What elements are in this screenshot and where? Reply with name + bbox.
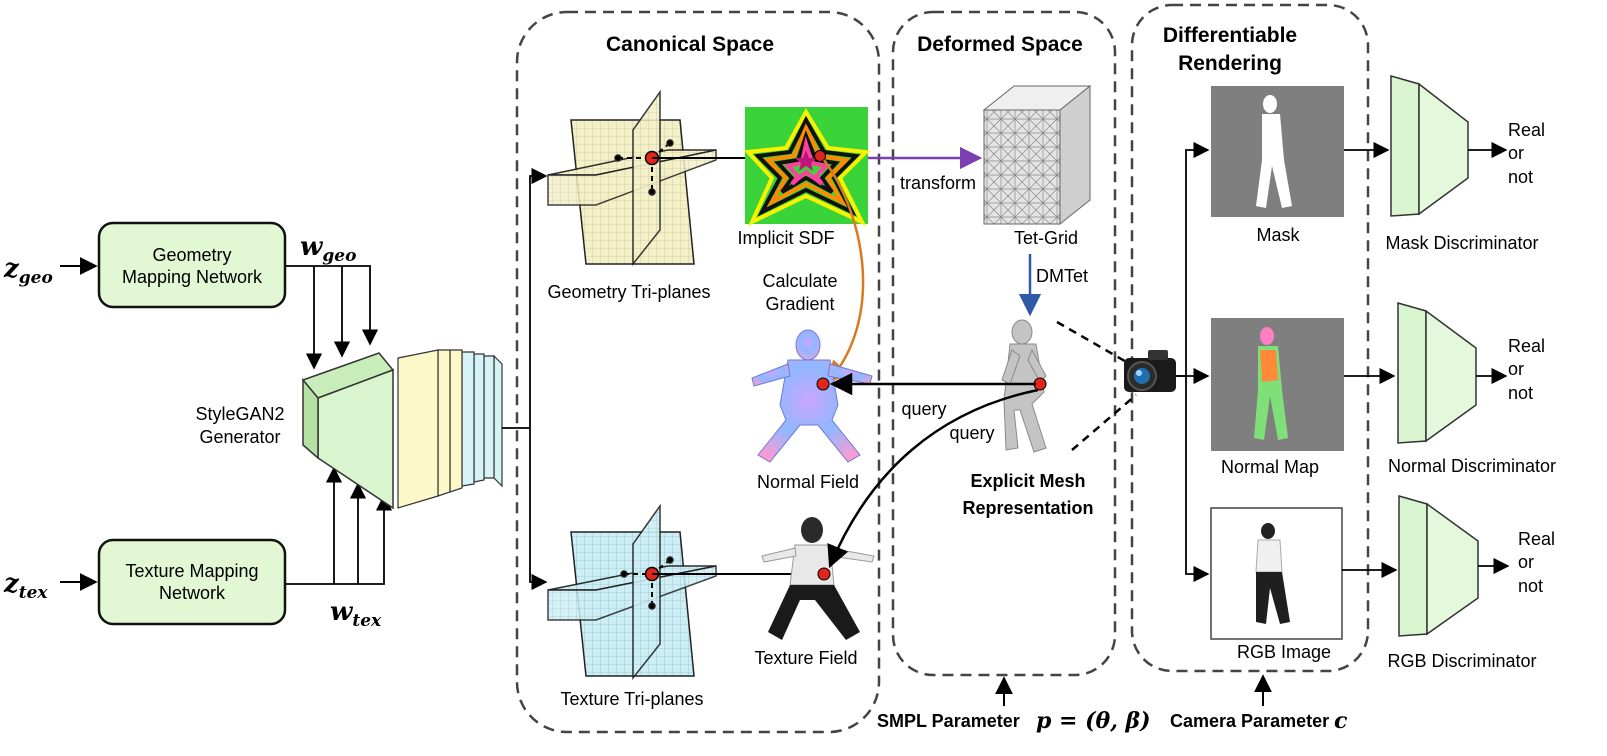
- svg-text:ztex: ztex: [3, 569, 48, 603]
- w-geo-arrows: [285, 265, 379, 370]
- svg-text:Real: Real: [1518, 529, 1555, 549]
- svg-text:Real: Real: [1508, 336, 1545, 356]
- svg-text:or: or: [1518, 552, 1534, 572]
- normal-map-image: [1211, 318, 1344, 451]
- camera-icon: [1124, 350, 1176, 392]
- camera-frustum-lines: [1056, 320, 1137, 451]
- rgb-image: [1210, 507, 1343, 640]
- rendering-title: Differentiable Rendering: [1163, 24, 1297, 75]
- w-geo-label: wgeo: [300, 232, 356, 266]
- mask-real-or-not: Real or not: [1508, 120, 1545, 187]
- svg-text:Camera Parameter: Camera Parameter: [1170, 711, 1329, 731]
- svg-text:Mapping Network: Mapping Network: [122, 267, 263, 287]
- calculate-gradient-label: Calculate Gradient: [762, 271, 837, 314]
- discriminator-output-arrows: [1468, 141, 1510, 575]
- feature-maps-stack: [397, 349, 503, 509]
- svg-text:SMPL Parameter: SMPL Parameter: [877, 711, 1020, 731]
- svg-text:Geometry: Geometry: [152, 245, 231, 265]
- mask-label: Mask: [1256, 225, 1300, 245]
- mask-discriminator: [1390, 75, 1469, 217]
- z-tex-label: ztex: [3, 569, 48, 603]
- svg-text:Real: Real: [1508, 120, 1545, 140]
- svg-text:not: not: [1508, 383, 1533, 403]
- smpl-parameter-label: SMPL Parameter p = (θ, β): [877, 708, 1151, 734]
- canonical-space-title: Canonical Space: [606, 33, 774, 56]
- texture-mapping-network: Texture Mapping Network: [97, 538, 287, 626]
- implicit-sdf-image: [743, 107, 871, 227]
- geometry-triplanes-label: Geometry Tri-planes: [547, 282, 710, 302]
- z-geo-label: zgeo: [3, 254, 53, 288]
- rendering-box: [1130, 3, 1370, 673]
- generator-split-arrows: [502, 167, 548, 591]
- svg-text:Generator: Generator: [199, 427, 280, 447]
- stylegan2-generator-block: [301, 352, 395, 510]
- svg-text:not: not: [1518, 576, 1543, 596]
- normal-real-or-not: Real or not: [1508, 336, 1545, 403]
- svg-text:Representation: Representation: [962, 498, 1093, 518]
- svg-text:p = (θ, β): p = (θ, β): [1036, 708, 1151, 734]
- deformed-space-title: Deformed Space: [917, 33, 1083, 56]
- svg-text:Network: Network: [159, 583, 226, 603]
- rgb-discriminator-label: RGB Discriminator: [1387, 651, 1536, 671]
- query-label-normal: query: [901, 399, 946, 419]
- rgb-discriminator: [1398, 495, 1479, 637]
- texture-field-query-point: [817, 567, 831, 581]
- svg-text:Differentiable: Differentiable: [1163, 24, 1297, 47]
- gradient-arrow: [822, 159, 865, 384]
- svg-text:c: c: [1334, 708, 1348, 734]
- query-label-texture: query: [949, 423, 994, 443]
- tet-grid-cube: [982, 84, 1092, 226]
- svg-text:Calculate: Calculate: [762, 271, 837, 291]
- image-to-discriminator-arrows: [1342, 141, 1398, 579]
- svg-text:or: or: [1508, 143, 1524, 163]
- implicit-sdf-label: Implicit SDF: [737, 228, 834, 248]
- mask-discriminator-label: Mask Discriminator: [1385, 233, 1538, 253]
- tet-grid-label: Tet-Grid: [1014, 228, 1078, 248]
- normal-discriminator-label: Normal Discriminator: [1388, 456, 1556, 476]
- svg-text:Gradient: Gradient: [765, 294, 834, 314]
- normal-discriminator: [1397, 302, 1477, 444]
- svg-text:Explicit Mesh: Explicit Mesh: [970, 471, 1085, 491]
- svg-text:wtex: wtex: [330, 597, 382, 631]
- normal-field-label: Normal Field: [757, 472, 859, 492]
- texture-triplanes-label: Texture Tri-planes: [560, 689, 703, 709]
- rgb-image-label: RGB Image: [1237, 642, 1331, 662]
- canonical-space-box: [515, 10, 881, 734]
- svg-text:Rendering: Rendering: [1178, 52, 1282, 75]
- svg-text:Texture Mapping: Texture Mapping: [125, 561, 258, 581]
- svg-text:or: or: [1508, 359, 1524, 379]
- explicit-mesh-label: Explicit Mesh Representation: [962, 471, 1093, 518]
- svg-text:wgeo: wgeo: [300, 232, 356, 266]
- normal-field-query-point: [816, 377, 830, 391]
- dmtet-label: DMTet: [1036, 266, 1088, 286]
- camera-parameter-label: Camera Parameter c: [1170, 708, 1348, 734]
- mask-image: [1211, 86, 1344, 217]
- w-tex-label: wtex: [330, 597, 382, 631]
- geometry-triplanes-icon: [547, 89, 717, 267]
- svg-text:not: not: [1508, 167, 1533, 187]
- svg-text:StyleGAN2: StyleGAN2: [195, 404, 284, 424]
- deformed-space-box: [891, 10, 1117, 677]
- normal-field-figure: [751, 329, 873, 463]
- texture-field-figure: [761, 517, 875, 640]
- stylegan2-generator-label: StyleGAN2 Generator: [195, 404, 284, 447]
- transform-label: transform: [900, 173, 976, 193]
- rgb-real-or-not: Real or not: [1518, 529, 1555, 596]
- render-branch-arrows: [1176, 141, 1210, 583]
- explicit-mesh-figure: [1001, 319, 1047, 453]
- texture-triplanes-icon: [547, 503, 717, 681]
- query-arrow-texture: [827, 388, 1039, 569]
- normal-map-label: Normal Map: [1221, 457, 1319, 477]
- w-tex-arrows: [285, 466, 393, 585]
- svg-text:zgeo: zgeo: [3, 254, 53, 288]
- geometry-mapping-network: Geometry Mapping Network: [97, 221, 287, 309]
- texture-field-label: Texture Field: [754, 648, 857, 668]
